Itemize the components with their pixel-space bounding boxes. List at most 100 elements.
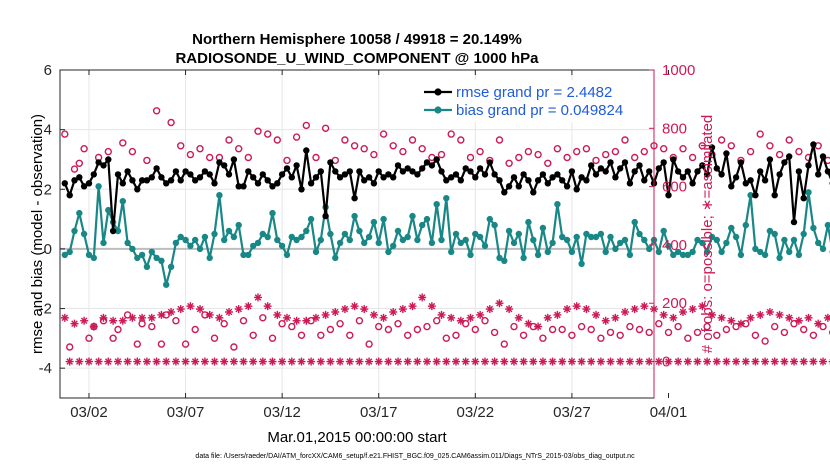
rmse-point [481,171,489,178]
obs-possible-marker [283,156,291,165]
bias-point [708,233,716,241]
bias-point [423,215,431,223]
obs-assimilated-marker [408,302,417,311]
obs-assimilated-marker [625,357,634,366]
obs-assimilated-marker [688,305,697,314]
bias-point [728,224,735,232]
obs-possible-marker [771,322,779,331]
obs-assimilated-marker [727,316,736,325]
rmse-point [674,168,682,175]
bias-point [129,245,136,253]
obs-possible-marker [693,328,702,337]
bias-point [119,198,127,205]
obs-possible-marker [341,136,349,144]
bias-point [472,230,479,238]
obs-possible-marker [157,340,166,348]
asterisk-stroke [351,302,358,310]
rmse-point [732,174,740,181]
asterisk-stroke [385,358,392,365]
bias-point [356,227,363,235]
bias-point [390,242,397,250]
asterisk-stroke [558,358,566,365]
y-tick-label-right: 200 [662,295,687,312]
rmse-point [790,218,798,226]
asterisk-stroke [819,358,827,365]
asterisk-stroke [665,358,672,365]
obs-possible-marker [186,150,195,159]
rmse-point [592,171,600,178]
rmse-point [196,174,204,181]
obs-assimilated-marker [746,313,755,322]
rmse-point [414,171,421,178]
obs-assimilated-marker [790,357,799,366]
obs-possible-marker [713,331,721,339]
rmse-point [786,153,793,160]
rmse-point [438,168,445,175]
obs-possible-marker [519,331,528,339]
rmse-point [71,177,78,184]
bias-point [713,236,720,244]
bias-point [341,230,349,238]
rmse-point [385,171,392,178]
obs-assimilated-marker [403,357,412,366]
bias-point [766,227,774,235]
obs-assimilated-marker [794,316,803,325]
asterisk-stroke [467,314,474,322]
obs-possible-marker [640,147,648,156]
rmse-point [771,192,778,199]
bias-point [481,242,489,250]
rmse-point [505,183,513,190]
bias-point [752,245,759,253]
rmse-point [341,171,349,178]
obs-assimilated-marker [205,310,214,319]
obs-assimilated-marker [732,357,741,366]
rmse-point [684,168,691,175]
rmse-point [211,180,218,187]
rmse-point [66,192,73,199]
bias-point [288,233,295,241]
obs-assimilated-marker [99,313,108,322]
rmse-point [240,183,247,190]
obs-assimilated-marker [814,319,823,328]
bias-point [307,215,315,223]
bias-point [757,248,764,256]
asterisk-stroke [510,358,518,365]
asterisk-stroke [124,358,131,365]
obs-assimilated-marker [630,305,639,314]
asterisk-stroke [356,358,363,365]
asterisk-stroke [95,358,102,365]
obs-possible-marker [225,136,233,144]
bias-point [660,227,667,235]
bias-point [486,215,493,223]
obs-assimilated-marker [471,357,480,366]
rmse-point [491,171,498,178]
obs-possible-marker [404,331,412,339]
obs-assimilated-marker [171,357,180,366]
obs-possible-marker [379,130,388,138]
bias-point [66,248,73,256]
bias-point [240,251,247,259]
bias-point [230,233,238,241]
y-tick-label-right: 400 [662,237,687,254]
obs-assimilated-marker [355,357,364,366]
obs-assimilated-marker [621,307,630,316]
obs-possible-marker [631,153,639,162]
bias-point [496,254,503,262]
x-tick-label: 03/12 [263,404,301,421]
asterisk-stroke [259,358,267,365]
obs-assimilated-marker [809,357,818,366]
obs-assimilated-marker [379,313,388,322]
obs-possible-marker [119,139,127,147]
bias-point [573,233,580,241]
asterisk-stroke [428,302,436,310]
rmse-point [670,156,677,163]
bias-point [438,236,445,244]
asterisk-stroke [795,317,803,325]
asterisk-stroke [447,314,455,322]
obs-assimilated-marker [104,357,113,366]
rmse-point [254,180,262,187]
obs-possible-marker [684,334,692,342]
rmse-point [409,168,416,175]
asterisk-stroke [76,358,83,365]
bias-point [317,236,324,244]
